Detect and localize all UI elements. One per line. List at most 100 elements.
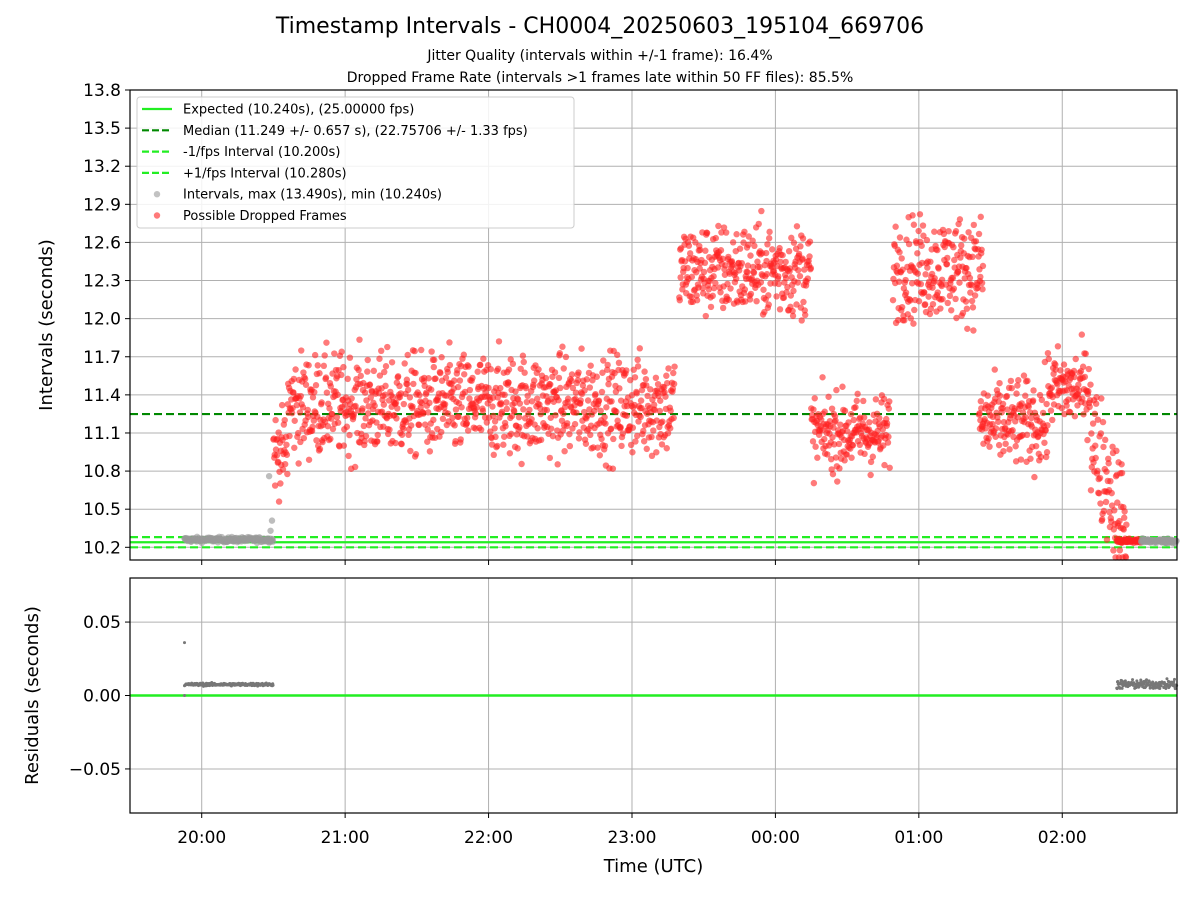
- interval-point: [917, 280, 925, 288]
- interval-point: [648, 433, 655, 441]
- interval-point: [1111, 507, 1118, 514]
- interval-point: [623, 412, 630, 419]
- interval-point: [1103, 536, 1111, 543]
- interval-point: [765, 235, 773, 242]
- legend-entry-label: Intervals, max (13.490s), min (10.240s): [183, 188, 442, 203]
- interval-point: [552, 412, 559, 419]
- interval-point: [869, 453, 877, 460]
- interval-point: [304, 406, 311, 414]
- interval-point: [944, 254, 951, 262]
- interval-point: [670, 369, 677, 377]
- interval-point: [1110, 526, 1118, 533]
- interval-point: [560, 410, 567, 417]
- interval-point: [312, 382, 320, 389]
- interval-point: [782, 258, 789, 266]
- interval-point: [831, 441, 838, 448]
- interval-point: [615, 359, 623, 367]
- interval-point: [601, 413, 608, 421]
- interval-point: [663, 379, 671, 387]
- interval-point: [490, 451, 497, 459]
- interval-point: [568, 371, 576, 378]
- interval-point: [630, 366, 637, 373]
- interval-point: [967, 289, 974, 296]
- interval-point: [949, 274, 957, 282]
- interval-point: [1092, 442, 1099, 449]
- interval-point: [989, 420, 996, 428]
- interval-point: [798, 317, 805, 324]
- interval-point: [348, 395, 355, 402]
- residual-point: [1131, 678, 1135, 682]
- interval-point: [452, 406, 460, 413]
- interval-point: [564, 395, 572, 402]
- interval-point: [893, 262, 901, 269]
- interval-point: [466, 395, 473, 402]
- interval-point: [787, 292, 795, 299]
- interval-point: [474, 368, 481, 375]
- interval-point: [1030, 387, 1037, 394]
- interval-point: [604, 361, 611, 369]
- interval-point: [664, 429, 672, 437]
- interval-point: [659, 418, 666, 425]
- interval-point: [381, 368, 388, 376]
- interval-point: [958, 242, 965, 249]
- y-tick-label: 11.1: [83, 424, 121, 444]
- interval-point: [1043, 449, 1051, 456]
- interval-point: [1060, 361, 1068, 368]
- interval-point: [291, 444, 298, 451]
- interval-point: [957, 254, 964, 261]
- interval-point: [908, 280, 916, 287]
- interval-point: [614, 351, 621, 359]
- interval-point: [841, 407, 849, 415]
- interval-point: [405, 431, 412, 439]
- interval-point: [460, 351, 467, 358]
- interval-point: [788, 234, 795, 242]
- interval-point: [290, 375, 298, 383]
- interval-point: [338, 371, 345, 379]
- interval-point: [843, 451, 851, 458]
- interval-point: [780, 294, 788, 301]
- interval-point: [492, 433, 499, 441]
- interval-point: [971, 292, 979, 299]
- interval-point: [977, 273, 984, 281]
- interval-point: [439, 415, 447, 423]
- interval-point: [1097, 430, 1105, 437]
- interval-point: [648, 452, 656, 460]
- interval-point: [1032, 442, 1040, 450]
- interval-point: [926, 310, 934, 318]
- interval-point: [925, 293, 932, 300]
- interval-point: [316, 370, 323, 377]
- interval-point: [511, 408, 518, 415]
- interval-point: [1079, 363, 1087, 370]
- interval-point: [736, 245, 744, 252]
- interval-point: [617, 424, 624, 431]
- interval-point: [637, 397, 645, 404]
- interval-point: [839, 383, 846, 390]
- interval-point: [844, 428, 851, 435]
- y-tick-label: 0.05: [83, 613, 121, 633]
- interval-point: [497, 384, 504, 392]
- interval-point: [1118, 469, 1126, 477]
- interval-point: [297, 392, 305, 400]
- interval-point: [334, 419, 342, 426]
- interval-point: [757, 279, 765, 286]
- residual-point: [1145, 678, 1149, 682]
- interval-point: [849, 442, 857, 449]
- interval-point: [961, 275, 968, 282]
- interval-point: [758, 207, 765, 215]
- x-tick-label: 23:00: [607, 828, 656, 848]
- x-tick-label: 01:00: [894, 828, 943, 848]
- residual-point: [1120, 679, 1124, 683]
- interval-point: [605, 380, 612, 388]
- interval-point: [359, 405, 366, 412]
- interval-point: [782, 274, 790, 282]
- interval-point: [693, 297, 701, 304]
- interval-point: [1047, 407, 1055, 414]
- interval-point: [1096, 474, 1104, 482]
- interval-point: [800, 298, 807, 306]
- interval-point: [1089, 420, 1097, 427]
- interval-point: [265, 472, 273, 480]
- interval-point: [305, 456, 313, 463]
- interval-point: [360, 422, 368, 430]
- interval-point: [444, 368, 451, 376]
- interval-point: [394, 373, 402, 380]
